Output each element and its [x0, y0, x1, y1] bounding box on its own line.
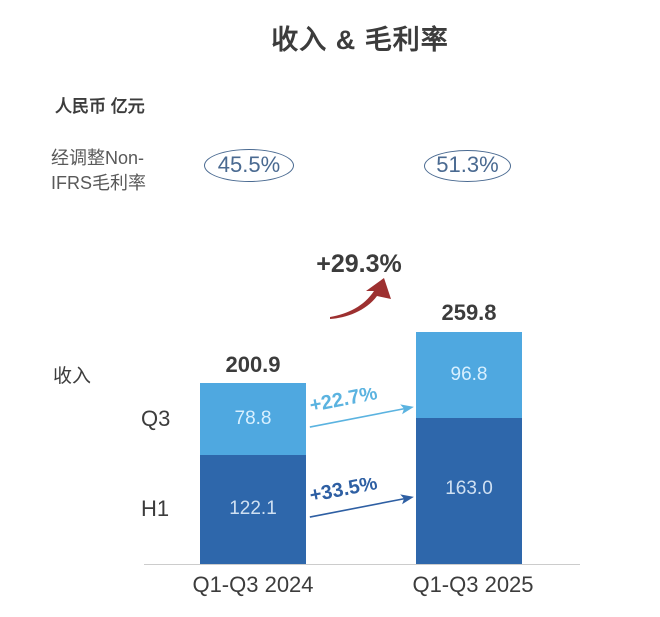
- svg-text:+22.7%: +22.7%: [308, 388, 380, 417]
- svg-text:+33.5%: +33.5%: [308, 478, 380, 507]
